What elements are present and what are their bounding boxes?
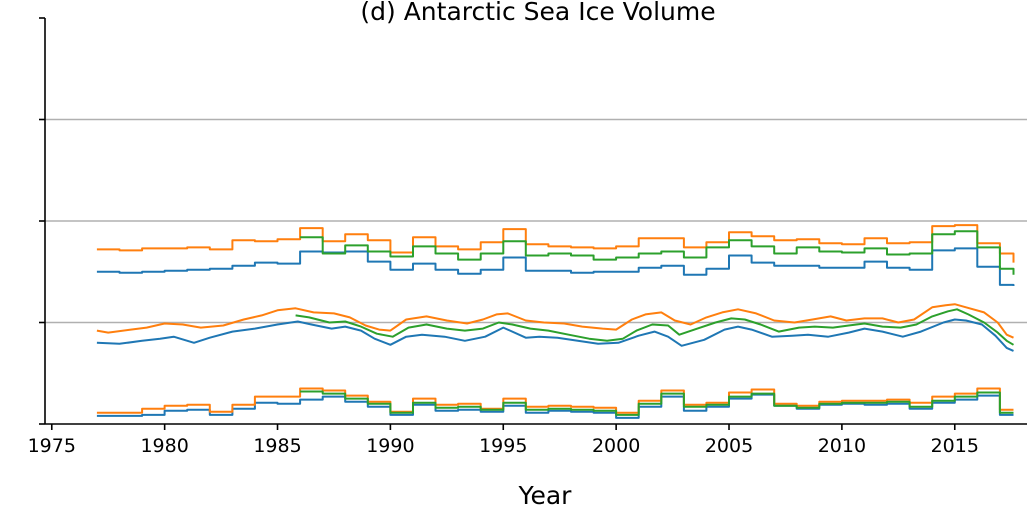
x-tick-label: 1985 — [253, 435, 301, 457]
series-line-0-2 — [300, 390, 1014, 416]
series-line-1-1 — [96, 303, 1014, 339]
x-tick-label: 1975 — [28, 435, 76, 457]
x-tick-label: 2005 — [705, 435, 753, 457]
plot-series — [96, 224, 1015, 419]
series-line-2-2 — [300, 230, 1015, 275]
x-tick-label: 2015 — [931, 435, 979, 457]
chart-title: (d) Antarctic Sea Ice Volume — [360, 0, 715, 26]
series-line-0-1 — [96, 387, 1014, 414]
x-axis-label: Year — [518, 481, 573, 510]
x-tick-label: 2010 — [818, 435, 866, 457]
x-tick-label: 1990 — [366, 435, 414, 457]
series-line-2-0 — [96, 247, 1015, 286]
series-line-2-1 — [96, 224, 1015, 263]
x-tick-label: 1995 — [479, 435, 527, 457]
axes: 1975 1980 1985 1990 1995 2000 2005 2010 2015 — [28, 17, 1027, 457]
x-tick-label: 2000 — [592, 435, 640, 457]
series-line-1-2 — [295, 308, 1015, 346]
series-line-1-0 — [96, 318, 1014, 352]
x-tick-label: 1980 — [140, 435, 188, 457]
